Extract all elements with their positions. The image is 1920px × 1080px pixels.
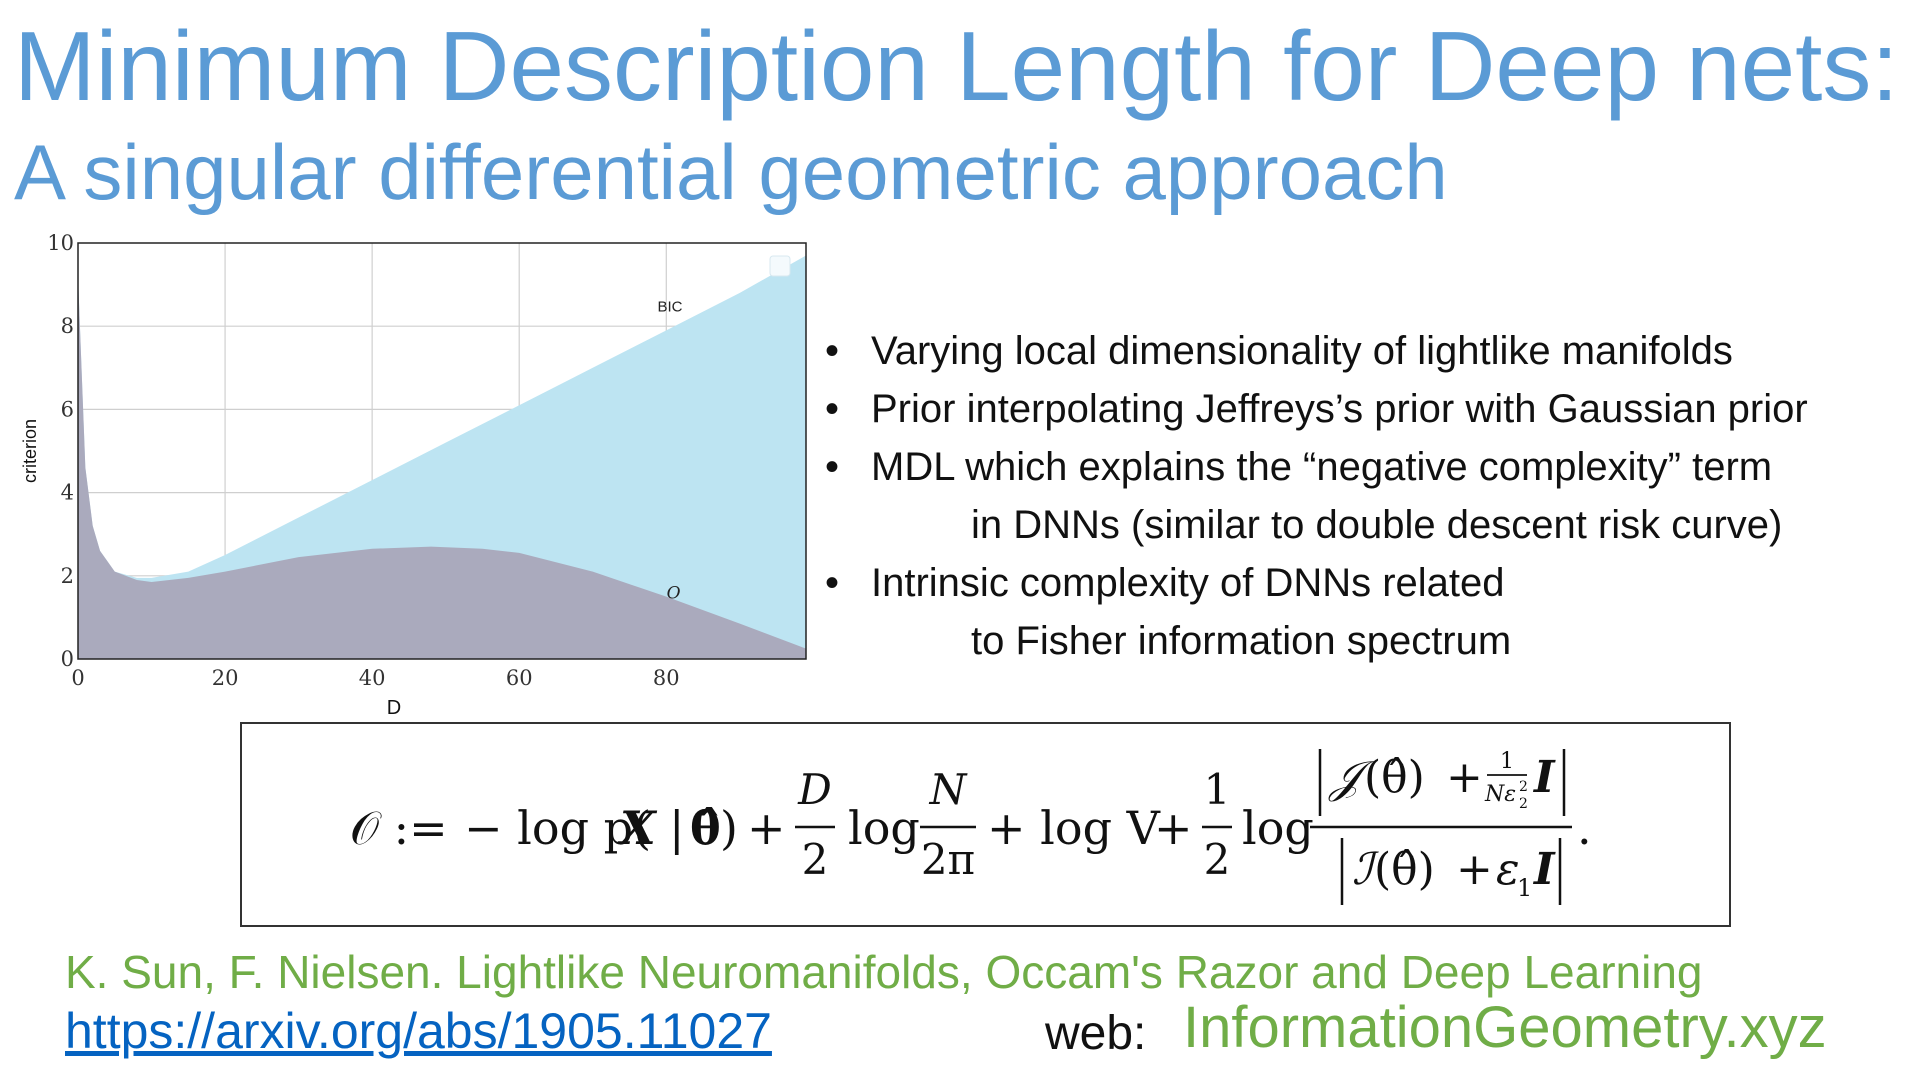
formula-sub-1: 1 <box>1517 874 1532 902</box>
criterion-chart: 0 20 40 60 80 0 2 4 6 8 10 BIC O D criterion <box>20 231 807 719</box>
formula-X: X <box>617 801 658 855</box>
chart-areas <box>78 255 806 660</box>
area-series-bic <box>78 255 806 660</box>
bullet-text: Varying local dimensionality of lightlik… <box>871 329 1733 373</box>
y-tick-label: 10 <box>47 231 74 255</box>
formula-rparen: ) <box>720 801 738 855</box>
bullet-symbol: • <box>825 329 840 373</box>
bullet-item: • Varying local dimensionality of lightl… <box>825 322 1808 380</box>
formula-two: 2 <box>1204 835 1231 884</box>
formula-sub-2: 2 <box>1519 796 1528 812</box>
x-tick-label: 40 <box>359 666 386 690</box>
web-label: web: <box>1045 1007 1147 1060</box>
bullet-item: • MDL which explains the “negative compl… <box>825 438 1808 554</box>
formula-theta-hat: θ̂ <box>690 801 721 855</box>
bullet-item: • Prior interpolating Jeffreys’s prior w… <box>825 380 1808 438</box>
formula-log: log <box>848 801 920 855</box>
formula-theta-paren: (θ̂) <box>1374 844 1435 895</box>
y-axis-label: criterion <box>20 419 40 483</box>
bullet-continuation: to Fisher information spectrum <box>971 619 1512 663</box>
plot-frame <box>77 242 807 660</box>
arxiv-link[interactable]: https://arxiv.org/abs/1905.11027 <box>65 1003 772 1059</box>
formula-one: 1 <box>1500 749 1514 774</box>
formula-given-bar: | <box>669 801 685 855</box>
website-name[interactable]: InformationGeometry.xyz <box>1183 995 1827 1060</box>
chart-series-labels: BIC O <box>657 299 682 604</box>
x-axis-label: D <box>387 697 401 719</box>
formula-log-V: + log V <box>987 801 1161 855</box>
y-tick-label: 0 <box>61 647 74 671</box>
bullet-text: MDL which explains the “negative complex… <box>871 445 1773 489</box>
formula-period: . <box>1577 801 1592 855</box>
series-label-bic: BIC <box>657 299 682 316</box>
bullet-symbol: • <box>825 387 840 431</box>
bullet-text: Intrinsic complexity of DNNs related <box>871 561 1505 605</box>
bullet-symbol: • <box>825 445 840 489</box>
y-tick-label: 2 <box>61 564 74 588</box>
bullet-symbol: • <box>825 561 840 605</box>
y-tick-label: 4 <box>61 481 74 505</box>
formula-N: N <box>929 765 968 814</box>
formula-two: 2 <box>802 835 829 884</box>
x-tick-label: 80 <box>653 666 680 690</box>
y-tick-label: 6 <box>61 397 74 421</box>
formula-plus: + <box>1446 752 1483 803</box>
paper-reference: K. Sun, F. Nielsen. Lightlike Neuromanif… <box>65 946 1703 998</box>
x-tick-label: 60 <box>506 666 533 690</box>
formula-plus: + <box>1456 844 1493 895</box>
formula-box: 𝒪 := − log p( X | θ̂ ) + D 2 log N 2π + … <box>240 722 1731 927</box>
formula-lhs: 𝒪 := <box>350 801 448 855</box>
y-tick-label: 8 <box>61 314 74 338</box>
slide-title: Minimum Description Length for Deep nets… <box>14 11 1899 121</box>
area-series-o <box>78 276 806 659</box>
formula-eps: ε <box>1496 844 1520 895</box>
formula-two-pi: 2π <box>921 835 975 884</box>
formula-theta-paren: (θ̂) <box>1364 752 1425 803</box>
slide-subtitle: A singular differential geometric approa… <box>14 128 1448 216</box>
chart-ticks: 0 20 40 60 80 0 2 4 6 8 10 <box>47 231 679 690</box>
bullet-text: Prior interpolating Jeffreys’s prior wit… <box>871 387 1808 431</box>
x-tick-label: 0 <box>71 666 84 690</box>
formula-log: log <box>1242 801 1314 855</box>
formula-sup-2: 2 <box>1519 779 1528 795</box>
bullet-item: • Intrinsic complexity of DNNs related t… <box>825 554 1808 670</box>
series-label-o: O <box>667 584 681 604</box>
formula-plus: + <box>1154 801 1193 855</box>
bullet-list: • Varying local dimensionality of lightl… <box>825 322 1808 670</box>
formula-plus: + <box>747 801 786 855</box>
formula-D: D <box>797 765 832 814</box>
formula-I-bold: I <box>1532 752 1556 803</box>
formula-N-eps: Nε <box>1484 782 1516 807</box>
mdl-formula: 𝒪 := − log p( X | θ̂ ) + D 2 log N 2π + … <box>350 749 1592 905</box>
bullet-continuation: in DNNs (similar to double descent risk … <box>971 503 1783 547</box>
formula-one: 1 <box>1204 765 1231 814</box>
x-tick-label: 20 <box>212 666 239 690</box>
formula-neg-log-p: − log p( <box>464 801 651 855</box>
formula-I-bold: I <box>1532 844 1556 895</box>
legend-box <box>769 255 791 277</box>
